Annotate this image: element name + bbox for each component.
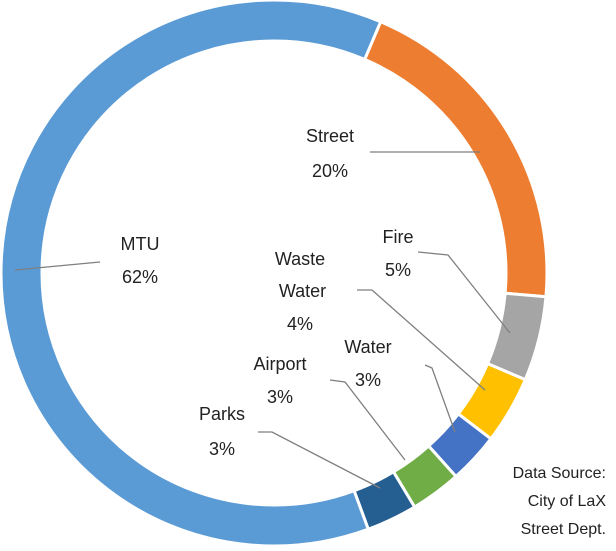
value-label: 3% — [355, 370, 381, 390]
donut-slice — [362, 19, 549, 299]
leader-line — [329, 379, 406, 461]
annotation: Data Source: — [513, 465, 606, 482]
category-label: Fire — [383, 227, 414, 247]
annotation: Street Dept. — [521, 521, 606, 538]
category-label: Street — [306, 126, 354, 146]
leader-line — [258, 431, 381, 489]
value-label: 5% — [385, 260, 411, 280]
category-label: Airport — [253, 354, 306, 374]
value-label: 62% — [122, 267, 158, 287]
donut-slice — [0, 0, 383, 548]
category-label: Parks — [199, 404, 245, 424]
leader-line — [357, 289, 486, 391]
category-label: Waste Water — [274, 249, 326, 301]
value-label: 20% — [312, 161, 348, 181]
leader-line — [417, 251, 511, 334]
annotation: City of LaX — [528, 493, 607, 510]
value-label: 3% — [267, 387, 293, 407]
leader-line — [424, 364, 456, 433]
category-label: Water — [344, 337, 391, 357]
category-label: MTU — [121, 234, 160, 254]
value-label: 3% — [209, 439, 235, 459]
value-label: 4% — [287, 314, 313, 334]
leader-line — [14, 261, 101, 271]
